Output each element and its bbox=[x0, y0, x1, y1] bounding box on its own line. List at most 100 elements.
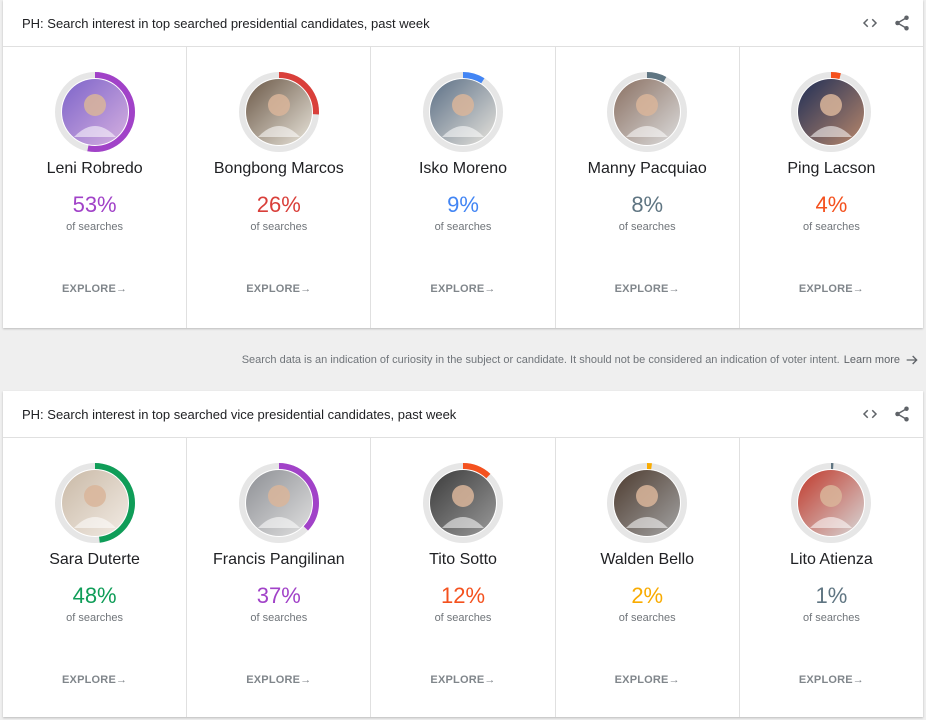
explore-label: EXPLORE bbox=[614, 674, 669, 686]
candidate-francis-pangilinan: Francis Pangilinan 37% of searches EXPLORE→ bbox=[187, 438, 372, 717]
candidate-name: Tito Sotto bbox=[429, 551, 497, 568]
arrow-right-icon: → bbox=[484, 674, 496, 686]
candidate-lito-atienza: Lito Atienza 1% of searches EXPLORE→ bbox=[740, 438, 923, 717]
candidate-avatar bbox=[54, 462, 136, 544]
card-header: PH: Search interest in top searched pres… bbox=[3, 0, 923, 47]
candidate-avatar bbox=[790, 462, 872, 544]
explore-link[interactable]: EXPLORE→ bbox=[740, 674, 923, 686]
arrow-right-icon: → bbox=[484, 283, 496, 295]
candidate-percent: 48% bbox=[72, 583, 117, 608]
explore-link[interactable]: EXPLORE→ bbox=[187, 674, 370, 686]
of-searches-label: of searches bbox=[434, 221, 492, 233]
explore-label: EXPLORE bbox=[614, 283, 669, 295]
explore-label: EXPLORE bbox=[62, 674, 116, 686]
explore-label: EXPLORE bbox=[246, 283, 301, 295]
candidate-name: Sara Duterte bbox=[49, 551, 140, 568]
candidate-name: Francis Pangilinan bbox=[212, 551, 345, 568]
explore-link[interactable]: EXPLORE→ bbox=[3, 674, 186, 686]
disclaimer-text: Search data is an indication of curiosit… bbox=[241, 354, 840, 366]
candidate-avatar bbox=[422, 462, 504, 544]
candidate-percent: 53% bbox=[72, 192, 117, 217]
of-searches-label: of searches bbox=[618, 221, 676, 233]
candidate-avatar bbox=[606, 71, 688, 153]
explore-link[interactable]: EXPLORE→ bbox=[556, 283, 739, 295]
share-icon[interactable] bbox=[893, 405, 911, 423]
candidate-percent: 1% bbox=[815, 583, 848, 608]
candidate-avatar bbox=[422, 71, 504, 153]
candidate-sara-duterte: Sara Duterte 48% of searches EXPLORE→ bbox=[3, 438, 188, 717]
arrow-right-icon: → bbox=[852, 283, 864, 295]
share-ring bbox=[238, 72, 319, 152]
arrow-right-icon: → bbox=[115, 674, 128, 686]
explore-link[interactable]: EXPLORE→ bbox=[740, 283, 923, 295]
candidate-percent: 8% bbox=[631, 192, 664, 217]
explore-label: EXPLORE bbox=[62, 283, 116, 295]
card-title: PH: Search interest in top searched vice… bbox=[22, 406, 457, 422]
candidate-bongbong-marcos: Bongbong Marcos 26% of searches EXPLORE→ bbox=[187, 47, 372, 328]
candidate-percent: 12% bbox=[440, 583, 486, 608]
candidate-grid: Leni Robredo 53% of searches EXPLORE→ Bongbo… bbox=[3, 47, 923, 328]
candidate-name: Leni Robredo bbox=[46, 160, 143, 177]
candidate-grid: Sara Duterte 48% of searches EXPLORE→ Franci… bbox=[3, 438, 923, 717]
of-searches-label: of searches bbox=[802, 221, 860, 233]
candidate-leni-robredo: Leni Robredo 53% of searches EXPLORE→ bbox=[3, 47, 188, 328]
of-searches-label: of searches bbox=[66, 612, 124, 624]
share-icon[interactable] bbox=[893, 14, 911, 32]
share-ring bbox=[607, 72, 688, 152]
arrow-right-icon: → bbox=[115, 283, 128, 295]
arrow-right-icon[interactable] bbox=[904, 352, 920, 368]
arrow-right-icon: → bbox=[300, 674, 312, 686]
code-icon[interactable] bbox=[861, 14, 879, 32]
of-searches-label: of searches bbox=[250, 612, 308, 624]
card-title: PH: Search interest in top searched pres… bbox=[22, 15, 430, 31]
of-searches-label: of searches bbox=[250, 221, 308, 233]
candidate-isko-moreno: Isko Moreno 9% of searches EXPLORE→ bbox=[371, 47, 556, 328]
candidate-avatar bbox=[238, 462, 320, 544]
candidate-name: Ping Lacson bbox=[787, 160, 876, 177]
learn-more-link[interactable]: Learn more bbox=[843, 354, 900, 366]
share-ring bbox=[791, 72, 872, 152]
candidate-avatar bbox=[790, 71, 872, 153]
explore-label: EXPLORE bbox=[430, 674, 485, 686]
share-ring bbox=[423, 72, 503, 152]
candidate-avatar bbox=[54, 71, 136, 153]
share-ring bbox=[791, 463, 872, 543]
share-ring bbox=[607, 463, 688, 543]
arrow-right-icon: → bbox=[668, 674, 680, 686]
explore-link[interactable]: EXPLORE→ bbox=[3, 283, 186, 295]
candidate-tito-sotto: Tito Sotto 12% of searches EXPLORE→ bbox=[371, 438, 556, 717]
share-ring bbox=[54, 463, 135, 543]
presidential-card: PH: Search interest in top searched pres… bbox=[3, 0, 923, 328]
candidate-ping-lacson: Ping Lacson 4% of searches EXPLORE→ bbox=[740, 47, 923, 328]
candidate-manny-pacquiao: Manny Pacquiao 8% of searches EXPLORE→ bbox=[556, 47, 740, 328]
candidate-name: Lito Atienza bbox=[790, 551, 873, 568]
candidate-percent: 37% bbox=[256, 583, 301, 608]
share-ring bbox=[238, 463, 319, 543]
explore-link[interactable]: EXPLORE→ bbox=[187, 283, 370, 295]
candidate-name: Isko Moreno bbox=[418, 160, 508, 177]
explore-link[interactable]: EXPLORE→ bbox=[371, 283, 554, 295]
explore-label: EXPLORE bbox=[798, 674, 853, 686]
candidate-name: Walden Bello bbox=[600, 551, 695, 568]
vice-presidential-card: PH: Search interest in top searched vice… bbox=[3, 391, 923, 717]
candidate-percent: 2% bbox=[631, 583, 664, 608]
card-header: PH: Search interest in top searched vice… bbox=[3, 391, 923, 438]
arrow-right-icon: → bbox=[300, 283, 312, 295]
candidate-avatar bbox=[606, 462, 688, 544]
candidate-avatar bbox=[238, 71, 320, 153]
of-searches-label: of searches bbox=[618, 612, 676, 624]
candidate-percent: 4% bbox=[815, 192, 848, 217]
explore-label: EXPLORE bbox=[246, 674, 301, 686]
code-icon[interactable] bbox=[861, 405, 879, 423]
of-searches-label: of searches bbox=[66, 221, 124, 233]
candidate-percent: 9% bbox=[447, 192, 479, 217]
disclaimer: Search data is an indication of curiosit… bbox=[242, 352, 920, 368]
share-ring bbox=[54, 72, 135, 152]
arrow-right-icon: → bbox=[668, 283, 680, 295]
explore-link[interactable]: EXPLORE→ bbox=[371, 674, 554, 686]
of-searches-label: of searches bbox=[802, 612, 860, 624]
share-ring bbox=[423, 463, 503, 543]
candidate-percent: 26% bbox=[256, 192, 301, 217]
candidate-walden-bello: Walden Bello 2% of searches EXPLORE→ bbox=[556, 438, 740, 717]
explore-link[interactable]: EXPLORE→ bbox=[556, 674, 739, 686]
